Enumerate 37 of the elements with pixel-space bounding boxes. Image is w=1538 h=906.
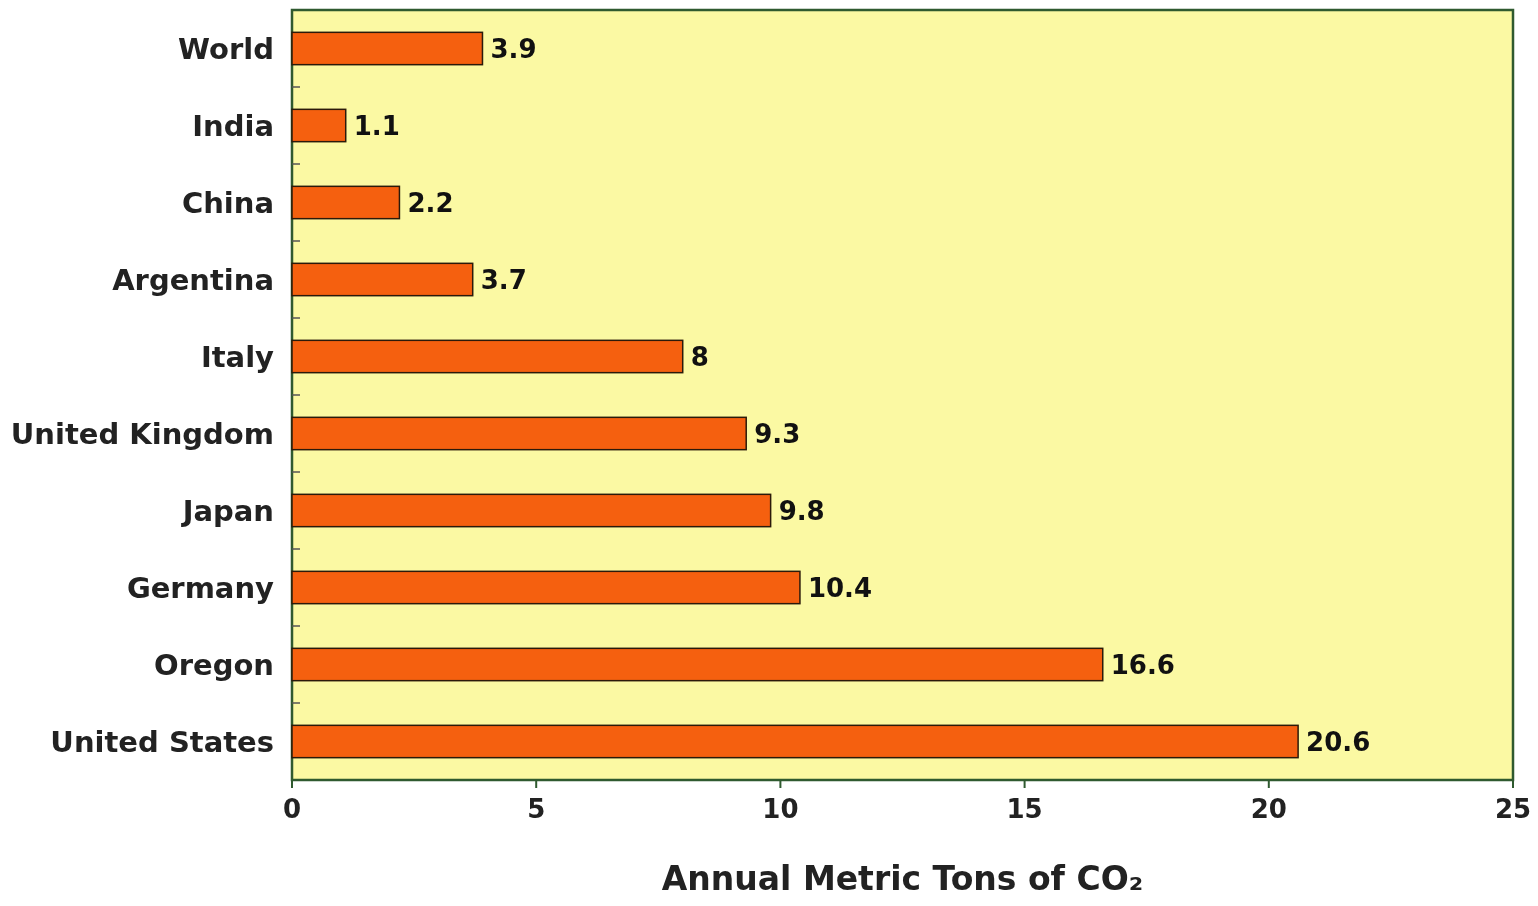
y-tick-label: World bbox=[178, 31, 274, 66]
data-label: 16.6 bbox=[1110, 649, 1175, 680]
y-tick-label: Oregon bbox=[154, 647, 274, 682]
bar bbox=[291, 416, 747, 451]
bar bbox=[291, 108, 347, 143]
data-label: 3.9 bbox=[490, 33, 537, 64]
x-tick-label: 15 bbox=[1006, 794, 1043, 824]
y-tick-label: Italy bbox=[200, 339, 275, 374]
y-tick-label: Germany bbox=[126, 570, 275, 605]
y-tick-label: Japan bbox=[180, 493, 274, 528]
bar bbox=[291, 262, 474, 297]
x-tick-label: 10 bbox=[762, 794, 799, 824]
data-label: 1.1 bbox=[353, 110, 400, 141]
bar bbox=[291, 185, 401, 220]
x-tick-label: 0 bbox=[282, 794, 302, 824]
bar bbox=[291, 647, 1104, 682]
bar bbox=[291, 493, 772, 528]
data-label: 8 bbox=[690, 341, 709, 372]
y-tick-label: United Kingdom bbox=[10, 416, 274, 451]
data-label: 3.7 bbox=[480, 264, 527, 295]
data-label: 20.6 bbox=[1306, 726, 1371, 757]
y-tick-label: Argentina bbox=[112, 262, 274, 297]
bar bbox=[291, 724, 1299, 759]
data-label: 9.8 bbox=[778, 495, 825, 526]
data-label: 9.3 bbox=[754, 418, 801, 449]
y-tick-label: China bbox=[181, 185, 274, 220]
x-tick-label: 5 bbox=[527, 794, 546, 824]
y-tick-label: India bbox=[192, 108, 274, 143]
bar bbox=[291, 31, 484, 66]
data-label: 2.2 bbox=[407, 187, 454, 218]
y-tick-label: United States bbox=[50, 724, 274, 759]
x-tick-label: 25 bbox=[1494, 794, 1532, 824]
x-axis-title: Annual Metric Tons of CO₂ bbox=[661, 859, 1144, 898]
x-tick-label: 20 bbox=[1250, 794, 1287, 824]
data-label: 10.4 bbox=[807, 572, 873, 603]
bar bbox=[291, 339, 684, 374]
bar bbox=[291, 570, 801, 605]
